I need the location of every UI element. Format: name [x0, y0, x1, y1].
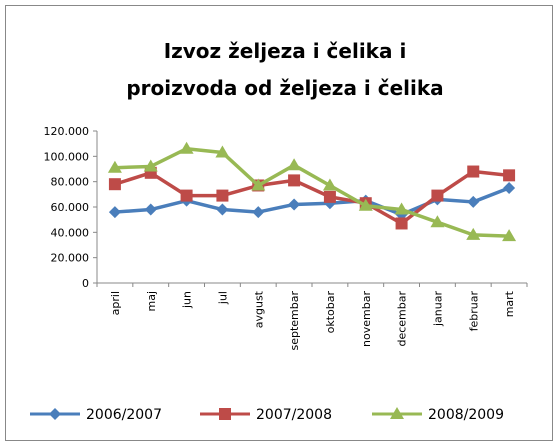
x-tick-label: april — [109, 291, 122, 315]
legend-marker — [49, 408, 61, 420]
x-tick-label: septembar — [288, 291, 301, 351]
x-tick-label: avgust — [252, 290, 265, 328]
data-point — [503, 169, 516, 182]
data-point — [252, 206, 265, 219]
y-tick-label: 40.000 — [51, 226, 90, 239]
data-point — [288, 174, 301, 187]
y-tick-label: 20.000 — [51, 252, 90, 265]
y-tick-label: 60.000 — [51, 201, 90, 214]
data-point — [216, 189, 229, 202]
data-point — [503, 182, 516, 194]
y-tick-label: 0 — [82, 277, 89, 290]
data-point — [395, 217, 408, 230]
data-point — [394, 202, 409, 215]
legend-label: 2007/2008 — [256, 407, 332, 423]
data-point — [431, 189, 444, 202]
chart-title: Izvoz željeza i čelika i proizvoda od žel… — [126, 39, 443, 100]
data-point — [287, 158, 302, 171]
chart-border — [5, 5, 553, 441]
legend-marker — [219, 408, 231, 420]
x-tick-label: decembar — [396, 291, 409, 347]
data-point — [467, 195, 480, 208]
x-tick-label: mart — [503, 290, 516, 317]
data-point — [143, 159, 158, 172]
data-point — [467, 165, 480, 178]
data-point — [180, 189, 193, 202]
legend-label: 2006/2007 — [86, 407, 162, 423]
data-point — [108, 206, 121, 219]
x-tick-label: jun — [181, 291, 194, 309]
data-point — [358, 198, 373, 211]
data-point — [288, 198, 301, 211]
x-tick-label: oktobar — [324, 291, 337, 334]
data-point — [502, 229, 517, 242]
data-point — [107, 160, 122, 173]
x-tick-label: januar — [431, 291, 444, 327]
series-line — [114, 146, 510, 238]
y-tick-label: 100.000 — [44, 150, 90, 163]
data-point — [322, 178, 337, 191]
data-point — [251, 178, 266, 191]
data-point — [466, 227, 481, 240]
legend-label: 2008/2009 — [428, 407, 504, 423]
data-point — [430, 215, 445, 228]
data-point — [215, 145, 230, 158]
data-point — [179, 141, 194, 154]
data-point — [216, 203, 229, 216]
legend-marker — [390, 407, 404, 419]
x-tick-label: jul — [216, 291, 229, 305]
y-tick-label: 120.000 — [44, 125, 90, 138]
data-point — [323, 190, 336, 203]
data-point — [108, 178, 121, 191]
x-tick-label: maj — [145, 291, 158, 312]
x-tick-label: novembar — [360, 291, 373, 347]
y-tick-label: 80.000 — [51, 176, 90, 189]
data-point — [144, 203, 157, 216]
x-tick-label: februar — [467, 291, 480, 332]
